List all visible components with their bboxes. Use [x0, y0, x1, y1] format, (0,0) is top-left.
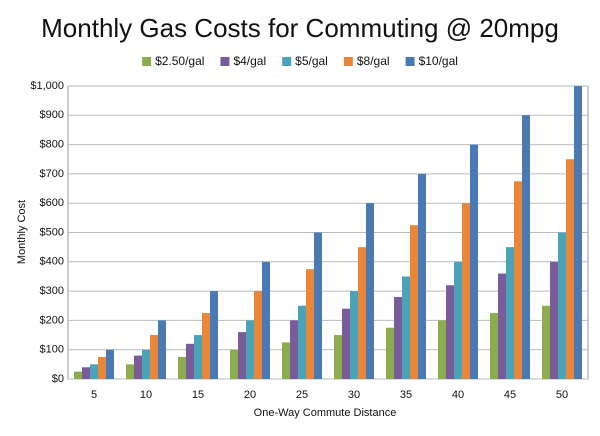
x-tick-label: 45 — [504, 389, 516, 401]
bar — [290, 320, 298, 379]
bar — [542, 305, 550, 379]
bar — [90, 364, 98, 379]
chart-title: Monthly Gas Costs for Commuting @ 20mpg — [41, 13, 559, 43]
bar — [150, 335, 158, 379]
bar — [282, 342, 290, 379]
bar — [186, 343, 194, 379]
bar — [446, 285, 454, 379]
bar — [126, 364, 134, 379]
bar — [298, 305, 306, 379]
y-tick-label: $1,000 — [30, 80, 64, 92]
legend-swatch — [142, 57, 152, 66]
y-tick-label: $900 — [40, 109, 64, 121]
y-tick-label: $800 — [40, 139, 64, 151]
bar — [454, 261, 462, 379]
x-tick-label: 20 — [244, 389, 256, 401]
legend-label: $2.50/gal — [155, 54, 204, 68]
legend-label: $5/gal — [295, 54, 328, 68]
y-axis-label: Monthly Cost — [16, 200, 28, 264]
bar — [178, 357, 186, 379]
bar — [314, 232, 322, 379]
x-tick-label: 5 — [91, 389, 97, 401]
x-tick-label: 35 — [400, 389, 412, 401]
bar — [386, 327, 394, 379]
bar — [98, 357, 106, 379]
bar — [522, 115, 530, 380]
bar — [394, 296, 402, 379]
bar — [82, 367, 90, 379]
bar — [158, 320, 166, 379]
bar — [574, 86, 582, 379]
bar — [558, 232, 566, 379]
y-tick-label: $700 — [40, 168, 64, 180]
bar — [418, 173, 426, 379]
bar — [194, 335, 202, 379]
bar — [230, 349, 238, 379]
bar — [342, 308, 350, 379]
y-tick-label: $600 — [40, 197, 64, 209]
x-tick-label: 15 — [192, 389, 204, 401]
bar — [350, 291, 358, 379]
legend-label: $8/gal — [357, 54, 390, 68]
bar — [470, 144, 478, 379]
legend-swatch — [220, 57, 230, 66]
bar — [498, 273, 506, 379]
x-tick-label: 30 — [348, 389, 360, 401]
bar — [334, 335, 342, 379]
bar — [462, 203, 470, 379]
bar — [74, 371, 82, 379]
x-tick-label: 10 — [140, 389, 152, 401]
bar — [306, 269, 314, 379]
legend-label: $10/gal — [419, 54, 458, 68]
bar — [262, 261, 270, 379]
y-tick-label: $300 — [40, 285, 64, 297]
bar — [134, 355, 142, 379]
bar — [490, 313, 498, 379]
bar — [254, 291, 262, 379]
bar — [402, 276, 410, 379]
bar — [506, 247, 514, 379]
x-axis-label: One-Way Commute Distance — [254, 407, 397, 419]
bar — [366, 203, 374, 379]
legend-swatch — [405, 57, 415, 66]
bar — [410, 225, 418, 379]
legend-swatch — [282, 57, 292, 66]
bar — [106, 349, 114, 379]
legend-swatch — [343, 57, 353, 66]
bar — [566, 159, 574, 379]
y-tick-label: $200 — [40, 314, 64, 326]
bar — [238, 332, 246, 379]
bar — [142, 349, 150, 379]
x-tick-label: 50 — [556, 389, 568, 401]
legend-label: $4/gal — [233, 54, 266, 68]
bar — [514, 181, 522, 379]
bar — [246, 320, 254, 379]
y-tick-label: $500 — [40, 226, 64, 238]
bar — [210, 291, 218, 379]
bar — [550, 261, 558, 379]
bar — [438, 320, 446, 379]
x-tick-label: 25 — [296, 389, 308, 401]
y-tick-label: $0 — [52, 373, 64, 385]
bar — [358, 247, 366, 379]
x-tick-label: 40 — [452, 389, 464, 401]
y-tick-label: $100 — [40, 344, 64, 356]
bar — [202, 313, 210, 379]
y-tick-label: $400 — [40, 256, 64, 268]
